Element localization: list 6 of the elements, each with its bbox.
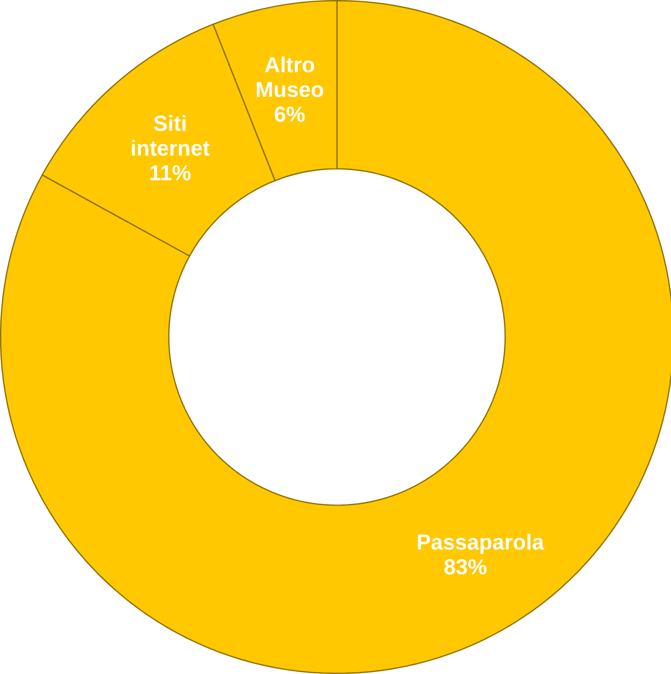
slice-label: Passaparola	[418, 534, 544, 554]
data-label: 6%	[274, 106, 305, 122]
data-label: 11%	[150, 165, 190, 180]
data-label: 83%	[444, 559, 486, 575]
slice-label: Siti internet	[132, 115, 210, 156]
slice-label: Altro Museo	[256, 56, 324, 98]
